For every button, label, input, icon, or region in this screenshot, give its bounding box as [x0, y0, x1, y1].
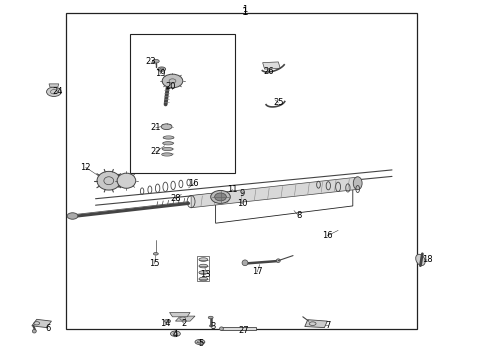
- Text: 24: 24: [52, 87, 63, 96]
- Ellipse shape: [162, 74, 183, 88]
- Ellipse shape: [276, 259, 280, 262]
- Text: 16: 16: [322, 231, 333, 240]
- Ellipse shape: [32, 329, 36, 333]
- Ellipse shape: [163, 136, 174, 139]
- Ellipse shape: [117, 173, 136, 188]
- Ellipse shape: [161, 124, 172, 130]
- Text: 2: 2: [181, 319, 186, 328]
- Ellipse shape: [163, 141, 173, 145]
- Text: 15: 15: [149, 259, 160, 268]
- Text: 21: 21: [150, 123, 161, 132]
- Polygon shape: [263, 62, 280, 69]
- Text: 3: 3: [211, 323, 216, 331]
- Ellipse shape: [199, 277, 208, 281]
- Text: 6: 6: [46, 324, 50, 333]
- Polygon shape: [305, 320, 327, 328]
- Text: 28: 28: [170, 194, 181, 203]
- Bar: [197, 256, 209, 281]
- Ellipse shape: [162, 148, 173, 151]
- Ellipse shape: [242, 260, 248, 266]
- Ellipse shape: [153, 253, 158, 255]
- Ellipse shape: [211, 190, 230, 203]
- Bar: [66, 13, 416, 329]
- Ellipse shape: [67, 213, 78, 219]
- Ellipse shape: [171, 331, 180, 336]
- Text: 19: 19: [155, 69, 166, 78]
- Bar: [130, 34, 235, 173]
- Text: 5: 5: [198, 339, 203, 348]
- Ellipse shape: [208, 316, 213, 319]
- Text: 14: 14: [160, 320, 171, 328]
- Text: 13: 13: [200, 270, 211, 279]
- Ellipse shape: [199, 271, 208, 274]
- Text: 10: 10: [237, 199, 248, 208]
- Text: 1: 1: [243, 4, 247, 13]
- Text: 11: 11: [227, 185, 238, 194]
- Text: 8: 8: [296, 211, 301, 220]
- Polygon shape: [49, 84, 59, 87]
- Ellipse shape: [152, 59, 159, 63]
- Ellipse shape: [353, 177, 362, 190]
- Text: 23: 23: [146, 57, 156, 66]
- Text: 16: 16: [188, 179, 199, 188]
- Polygon shape: [170, 312, 190, 317]
- Text: 27: 27: [239, 326, 249, 335]
- Text: 4: 4: [173, 330, 178, 338]
- Polygon shape: [221, 327, 256, 330]
- Ellipse shape: [195, 339, 205, 345]
- Ellipse shape: [158, 67, 166, 71]
- Ellipse shape: [162, 153, 172, 156]
- Text: 25: 25: [273, 98, 284, 107]
- Text: 17: 17: [252, 267, 263, 276]
- Polygon shape: [191, 177, 358, 208]
- Text: 22: 22: [150, 148, 161, 156]
- Text: 7: 7: [326, 321, 331, 330]
- Ellipse shape: [220, 327, 223, 330]
- Polygon shape: [32, 319, 51, 328]
- Text: 26: 26: [263, 68, 274, 77]
- Ellipse shape: [165, 319, 171, 323]
- Ellipse shape: [199, 264, 208, 268]
- Text: 18: 18: [422, 256, 433, 264]
- Ellipse shape: [416, 254, 425, 266]
- Ellipse shape: [215, 193, 226, 201]
- Text: 1: 1: [242, 7, 248, 17]
- Polygon shape: [175, 316, 195, 321]
- Text: 9: 9: [240, 189, 245, 198]
- Ellipse shape: [97, 171, 121, 190]
- Ellipse shape: [199, 258, 208, 261]
- Text: 12: 12: [80, 163, 91, 172]
- Text: 20: 20: [165, 82, 176, 91]
- Ellipse shape: [47, 87, 61, 96]
